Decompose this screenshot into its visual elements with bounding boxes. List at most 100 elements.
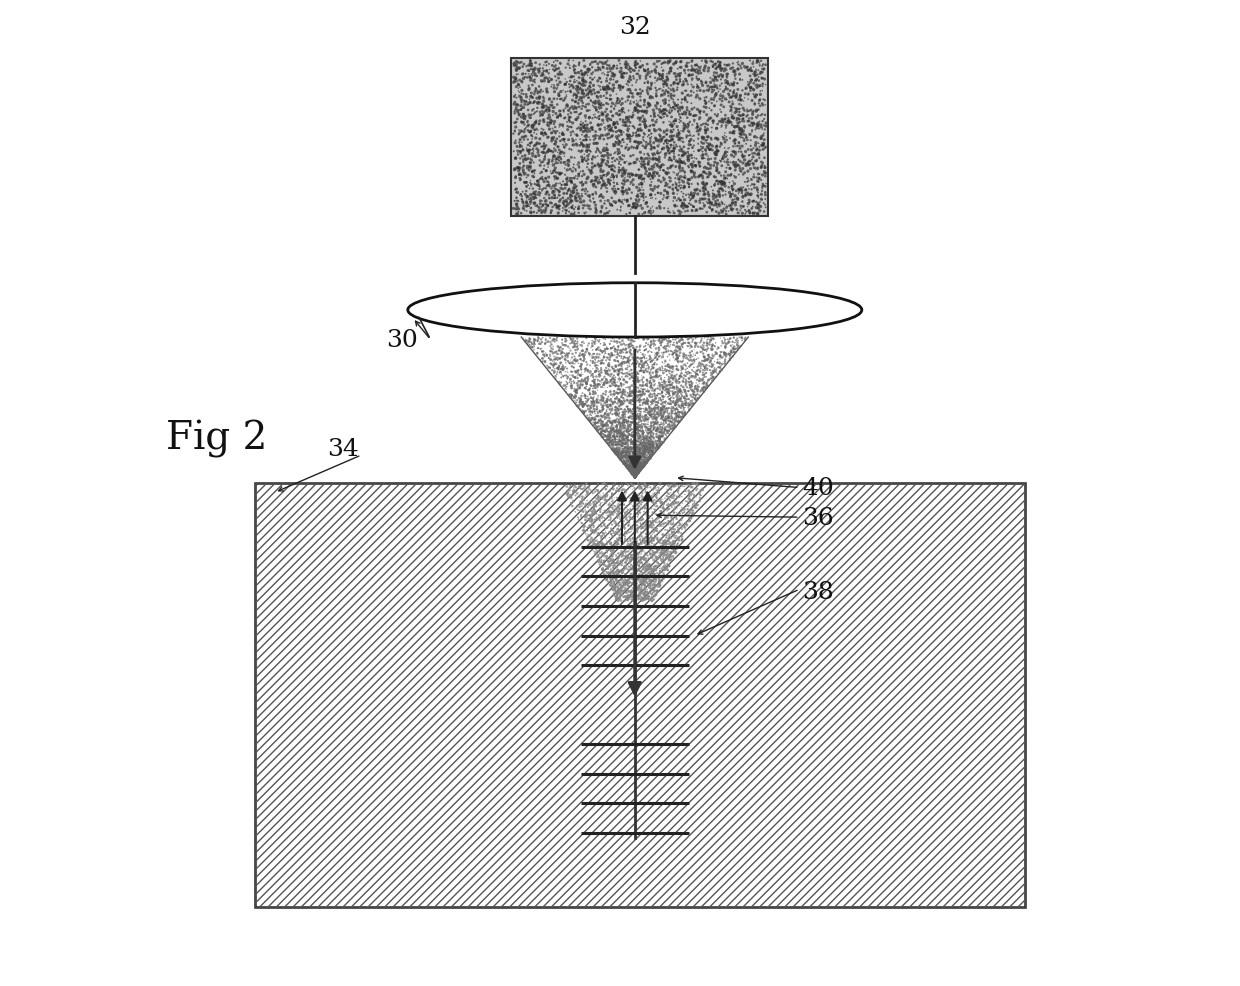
Point bbox=[637, 575, 657, 591]
Point bbox=[624, 450, 644, 465]
Point bbox=[682, 499, 702, 515]
Point bbox=[522, 78, 542, 94]
Point bbox=[637, 537, 657, 553]
Point bbox=[683, 108, 703, 124]
Point bbox=[562, 375, 582, 390]
Point bbox=[608, 585, 627, 600]
Point bbox=[641, 525, 661, 540]
Point bbox=[517, 95, 537, 110]
Point bbox=[565, 384, 585, 399]
Point bbox=[622, 119, 642, 135]
Point bbox=[596, 201, 616, 217]
Point bbox=[694, 131, 714, 147]
Point bbox=[625, 498, 645, 514]
Point bbox=[732, 181, 751, 197]
Point bbox=[544, 130, 564, 146]
Point bbox=[634, 571, 653, 587]
Point bbox=[618, 458, 637, 474]
Point bbox=[637, 152, 657, 168]
Point bbox=[640, 123, 660, 139]
Point bbox=[522, 135, 542, 151]
Point bbox=[601, 535, 621, 551]
Point bbox=[650, 578, 670, 594]
Point bbox=[658, 477, 678, 493]
Point bbox=[649, 555, 668, 571]
Point bbox=[630, 520, 650, 535]
Point bbox=[732, 124, 751, 140]
Point bbox=[698, 373, 718, 388]
Point bbox=[626, 469, 646, 485]
Point bbox=[641, 440, 661, 456]
Point bbox=[725, 102, 745, 117]
Point bbox=[562, 381, 582, 396]
Point bbox=[577, 377, 596, 392]
Point bbox=[599, 362, 619, 378]
Point bbox=[613, 444, 632, 459]
Point bbox=[513, 142, 533, 158]
Point bbox=[650, 432, 670, 448]
Point bbox=[663, 387, 683, 402]
Point bbox=[715, 340, 735, 356]
Point bbox=[603, 168, 622, 183]
Point bbox=[575, 100, 595, 115]
Point bbox=[670, 506, 689, 522]
Point bbox=[754, 204, 774, 220]
Point bbox=[688, 170, 708, 185]
Point bbox=[625, 469, 645, 485]
Point bbox=[627, 542, 647, 558]
Point bbox=[645, 169, 665, 184]
Point bbox=[583, 374, 603, 389]
Point bbox=[631, 459, 651, 475]
Point bbox=[556, 91, 575, 106]
Point bbox=[624, 468, 644, 484]
Point bbox=[624, 462, 644, 478]
Point bbox=[603, 549, 622, 565]
Point bbox=[671, 55, 691, 71]
Point bbox=[552, 332, 572, 348]
Point bbox=[675, 405, 694, 421]
Point bbox=[651, 160, 671, 176]
Point bbox=[662, 411, 682, 427]
Point bbox=[655, 125, 675, 141]
Point bbox=[536, 125, 556, 141]
Point bbox=[750, 88, 770, 104]
Point bbox=[627, 451, 647, 466]
Point bbox=[677, 56, 697, 72]
Point bbox=[753, 77, 773, 93]
Point bbox=[680, 55, 699, 71]
Point bbox=[709, 364, 729, 380]
Point bbox=[667, 520, 687, 535]
Point bbox=[511, 92, 531, 107]
Point bbox=[621, 559, 641, 575]
Point bbox=[673, 374, 693, 389]
Point bbox=[572, 374, 591, 389]
Point bbox=[691, 193, 711, 209]
Point bbox=[523, 65, 543, 81]
Point bbox=[646, 572, 666, 588]
Point bbox=[618, 449, 637, 464]
Point bbox=[701, 195, 720, 211]
Point bbox=[577, 176, 596, 191]
Point bbox=[754, 178, 774, 194]
Point bbox=[631, 60, 651, 76]
Point bbox=[532, 101, 552, 116]
Point bbox=[505, 124, 525, 140]
Point bbox=[626, 457, 646, 472]
Point bbox=[634, 436, 653, 452]
Point bbox=[560, 187, 580, 203]
Point bbox=[676, 84, 696, 100]
Point bbox=[625, 417, 645, 433]
Point bbox=[658, 409, 678, 425]
Point bbox=[616, 345, 636, 361]
Point bbox=[625, 343, 645, 359]
Point bbox=[697, 176, 717, 192]
Point bbox=[682, 339, 702, 355]
Point bbox=[552, 177, 572, 193]
Point bbox=[671, 114, 691, 130]
Point bbox=[591, 165, 611, 180]
Point bbox=[634, 401, 653, 417]
Point bbox=[595, 395, 615, 411]
Point bbox=[590, 496, 610, 512]
Point bbox=[635, 581, 655, 597]
Point bbox=[732, 130, 751, 146]
